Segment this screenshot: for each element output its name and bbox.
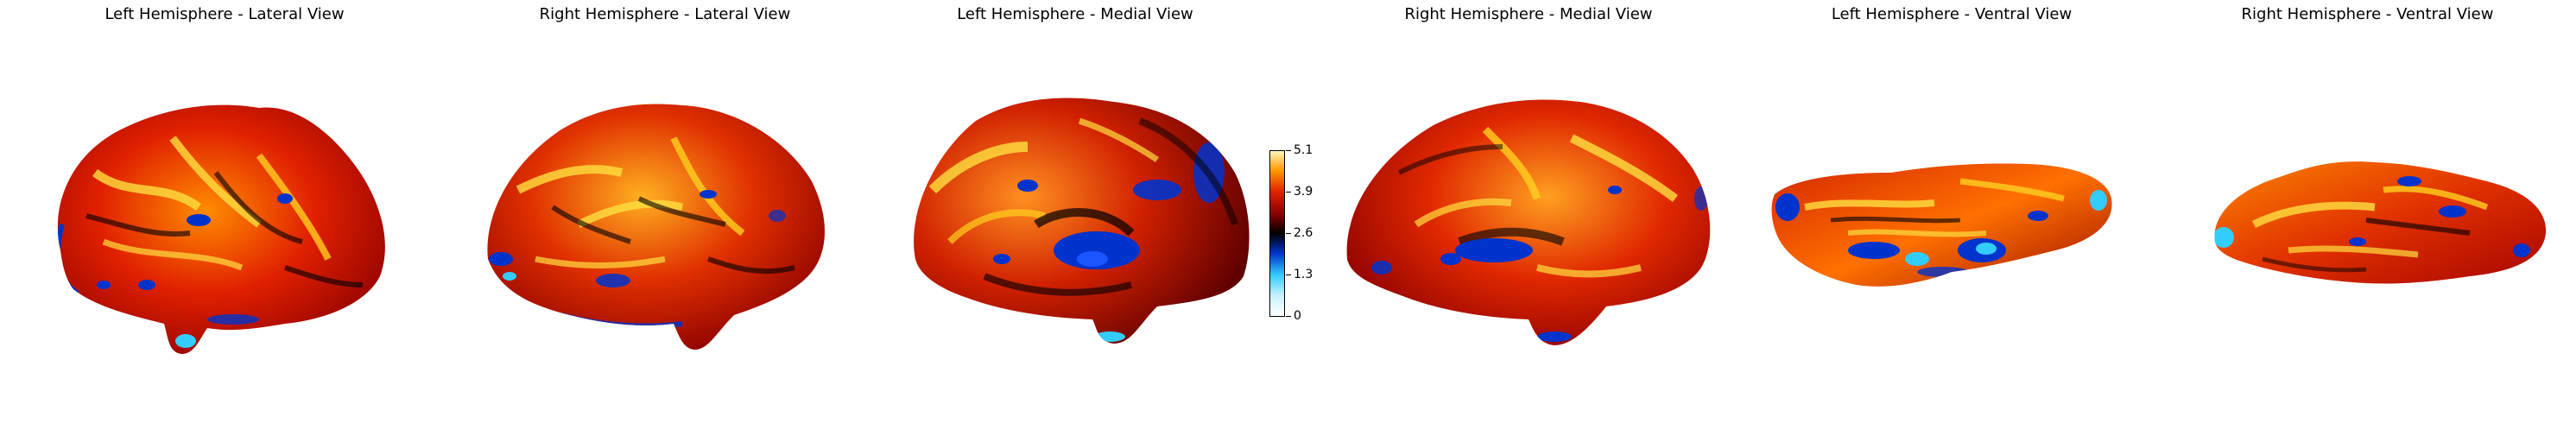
brain-surface-left-medial <box>914 98 1250 344</box>
panel-left-lateral: Left Hemisphere - Lateral View <box>0 0 449 442</box>
panel-right-ventral: Right Hemisphere - Ventral View <box>2159 0 2576 442</box>
colorbar-tick-label: 1.3 <box>1294 268 1313 281</box>
colorbar-tick-label: 3.9 <box>1294 185 1313 199</box>
brain-surface-right-medial <box>1346 99 1711 345</box>
colorbar-tick <box>1286 233 1291 234</box>
panel-right-lateral: Right Hemisphere - Lateral View <box>449 0 881 442</box>
panel-left-medial: Left Hemisphere - Medial View <box>881 0 1269 442</box>
colorbar-tick <box>1286 316 1291 317</box>
brain-surface-left-ventral <box>1771 163 2112 287</box>
brain-surface-right-ventral <box>2214 161 2547 284</box>
panel-title: Right Hemisphere - Medial View <box>1404 5 1653 23</box>
colorbar-tick <box>1286 192 1291 193</box>
panel-title: Left Hemisphere - Ventral View <box>1831 5 2073 23</box>
brain-surface-right-lateral <box>487 104 825 350</box>
panel-left-ventral: Left Hemisphere - Ventral View <box>1744 0 2159 442</box>
panel-title: Right Hemisphere - Ventral View <box>2241 5 2494 23</box>
colorbar-tick-label: 5.1 <box>1294 143 1313 157</box>
panel-title: Right Hemisphere - Lateral View <box>539 5 791 23</box>
panel-title: Left Hemisphere - Lateral View <box>104 5 345 23</box>
colorbar <box>1269 150 1285 317</box>
colorbar-tick-label: 0 <box>1294 309 1301 323</box>
panel-title: Left Hemisphere - Medial View <box>957 5 1193 23</box>
brain-surface-left-lateral <box>57 104 385 354</box>
colorbar-tick <box>1286 150 1291 151</box>
colorbar-tick-label: 2.6 <box>1294 226 1313 240</box>
panel-right-medial: Right Hemisphere - Medial View <box>1313 0 1744 442</box>
